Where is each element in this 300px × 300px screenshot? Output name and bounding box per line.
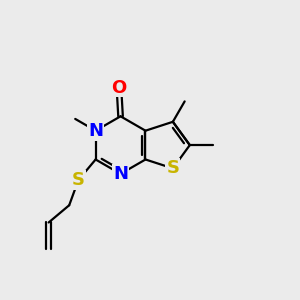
Text: O: O	[111, 79, 127, 97]
Text: N: N	[88, 122, 103, 140]
Text: N: N	[113, 165, 128, 183]
Text: S: S	[167, 159, 179, 177]
Text: S: S	[72, 171, 85, 189]
